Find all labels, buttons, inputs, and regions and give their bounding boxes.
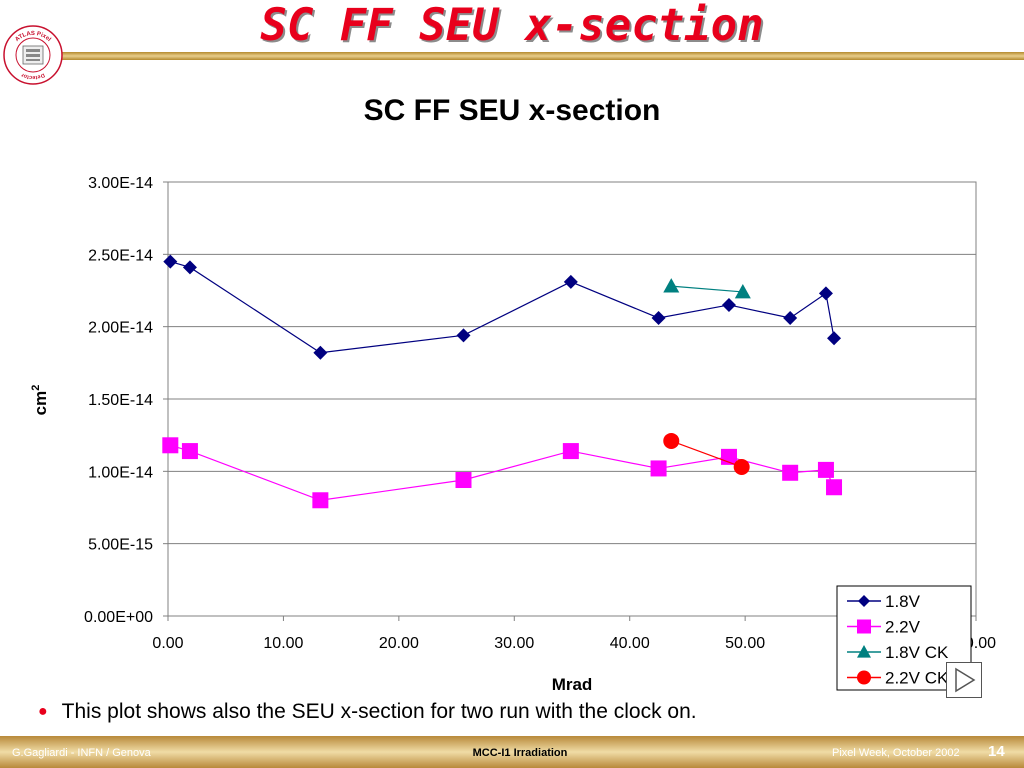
data-point-18v <box>721 297 736 312</box>
series-22v-ck <box>663 432 750 475</box>
series-line-18v <box>170 260 835 354</box>
seu-chart: SC FF SEU x-section 0.00E+00 5.00E-15 1.00… <box>30 94 996 694</box>
y-tick-label: 1.50E-14 <box>88 392 153 409</box>
legend-marker-22v <box>857 619 871 634</box>
y-tick-label: 2.50E-14 <box>88 247 153 264</box>
series-18v <box>163 254 842 360</box>
data-point-18v <box>182 260 197 275</box>
footer-event: Pixel Week, October 2002 <box>832 747 960 759</box>
x-tick-label: 20.00 <box>379 635 419 652</box>
chart-title: SC FF SEU x-section <box>364 94 661 127</box>
data-point-22v <box>162 437 179 454</box>
legend-marker-22v-ck <box>857 670 871 685</box>
data-point-22v <box>826 479 843 496</box>
y-axis-ticks: 0.00E+00 5.00E-15 1.00E-14 1.50E-14 2.00E-14… <box>84 175 168 626</box>
data-point-18v <box>456 328 471 343</box>
series-line-18v-ck <box>671 285 743 293</box>
play-arrow-icon <box>955 667 976 693</box>
legend-label-22v: 2.2V <box>885 618 921 637</box>
series-group <box>162 254 843 509</box>
y-axis-label-base: cm <box>31 391 50 416</box>
y-axis-label: cm2 <box>30 385 50 416</box>
atlas-pixel-logo: ATLAS Pixel Detector <box>3 25 63 85</box>
x-tick-label: 40.00 <box>610 635 650 652</box>
data-point-18v-ck <box>734 283 751 299</box>
data-point-18v <box>313 345 328 360</box>
y-tick-label: 3.00E-14 <box>88 175 153 192</box>
data-point-18v <box>818 286 833 301</box>
slide-title: SC FF SEU x-section <box>260 0 764 51</box>
data-point-18v <box>563 274 578 289</box>
data-point-22v <box>817 461 834 478</box>
legend-marker-18v <box>858 595 870 607</box>
legend: 1.8V 2.2V 1.8V CK 2.2V CK <box>836 585 972 691</box>
bullet-row: ● This plot shows also the SEU x-section … <box>38 700 697 724</box>
footer-author: G.Gagliardi - INFN / Genova <box>12 747 151 759</box>
x-axis-label: Mrad <box>552 675 593 694</box>
data-point-22v <box>455 472 472 489</box>
title-rule <box>62 52 1024 60</box>
data-point-18v <box>651 310 666 325</box>
data-point-18v-ck <box>663 278 680 293</box>
data-point-18v <box>783 310 798 325</box>
data-point-22v <box>782 464 799 481</box>
series-line-22v-ck <box>671 440 742 468</box>
next-slide-button[interactable] <box>946 662 982 698</box>
series-line-22v <box>170 444 835 501</box>
data-point-22v <box>650 460 667 477</box>
x-tick-label: 10.00 <box>263 635 303 652</box>
data-point-22v <box>312 492 329 509</box>
data-point-22v-ck <box>733 458 750 475</box>
legend-marker-18v-ck <box>857 645 871 658</box>
footer-bar: G.Gagliardi - INFN / Genova MCC-I1 Irrad… <box>0 736 1024 768</box>
data-point-22v-ck <box>663 432 680 449</box>
bullet-dot-icon: ● <box>38 703 48 720</box>
page-number: 14 <box>988 743 1005 760</box>
y-axis-label-sup: 2 <box>30 385 42 391</box>
footer-title: MCC-I1 Irradiation <box>472 747 568 759</box>
svg-text:Detector: Detector <box>20 71 46 80</box>
y-tick-label: 1.00E-14 <box>88 464 153 481</box>
legend-label-18v: 1.8V <box>885 592 921 611</box>
x-tick-label: 0.00 <box>152 635 183 652</box>
data-point-22v <box>181 443 198 460</box>
data-point-22v <box>562 443 579 460</box>
x-tick-label: 50.00 <box>725 635 765 652</box>
x-tick-label: 30.00 <box>494 635 534 652</box>
y-tick-label: 2.00E-14 <box>88 320 153 337</box>
series-18v-ck <box>663 278 751 299</box>
logo-text-bottom: Detector <box>20 71 46 80</box>
legend-label-22v-ck: 2.2V CK <box>885 669 949 688</box>
legend-label-18v-ck: 1.8V CK <box>885 643 949 662</box>
data-point-18v <box>827 331 842 346</box>
y-tick-label: 5.00E-15 <box>88 537 153 554</box>
y-tick-label: 0.00E+00 <box>84 609 153 626</box>
bullet-text: This plot shows also the SEU x-section f… <box>61 700 697 723</box>
gridlines <box>168 181 976 545</box>
